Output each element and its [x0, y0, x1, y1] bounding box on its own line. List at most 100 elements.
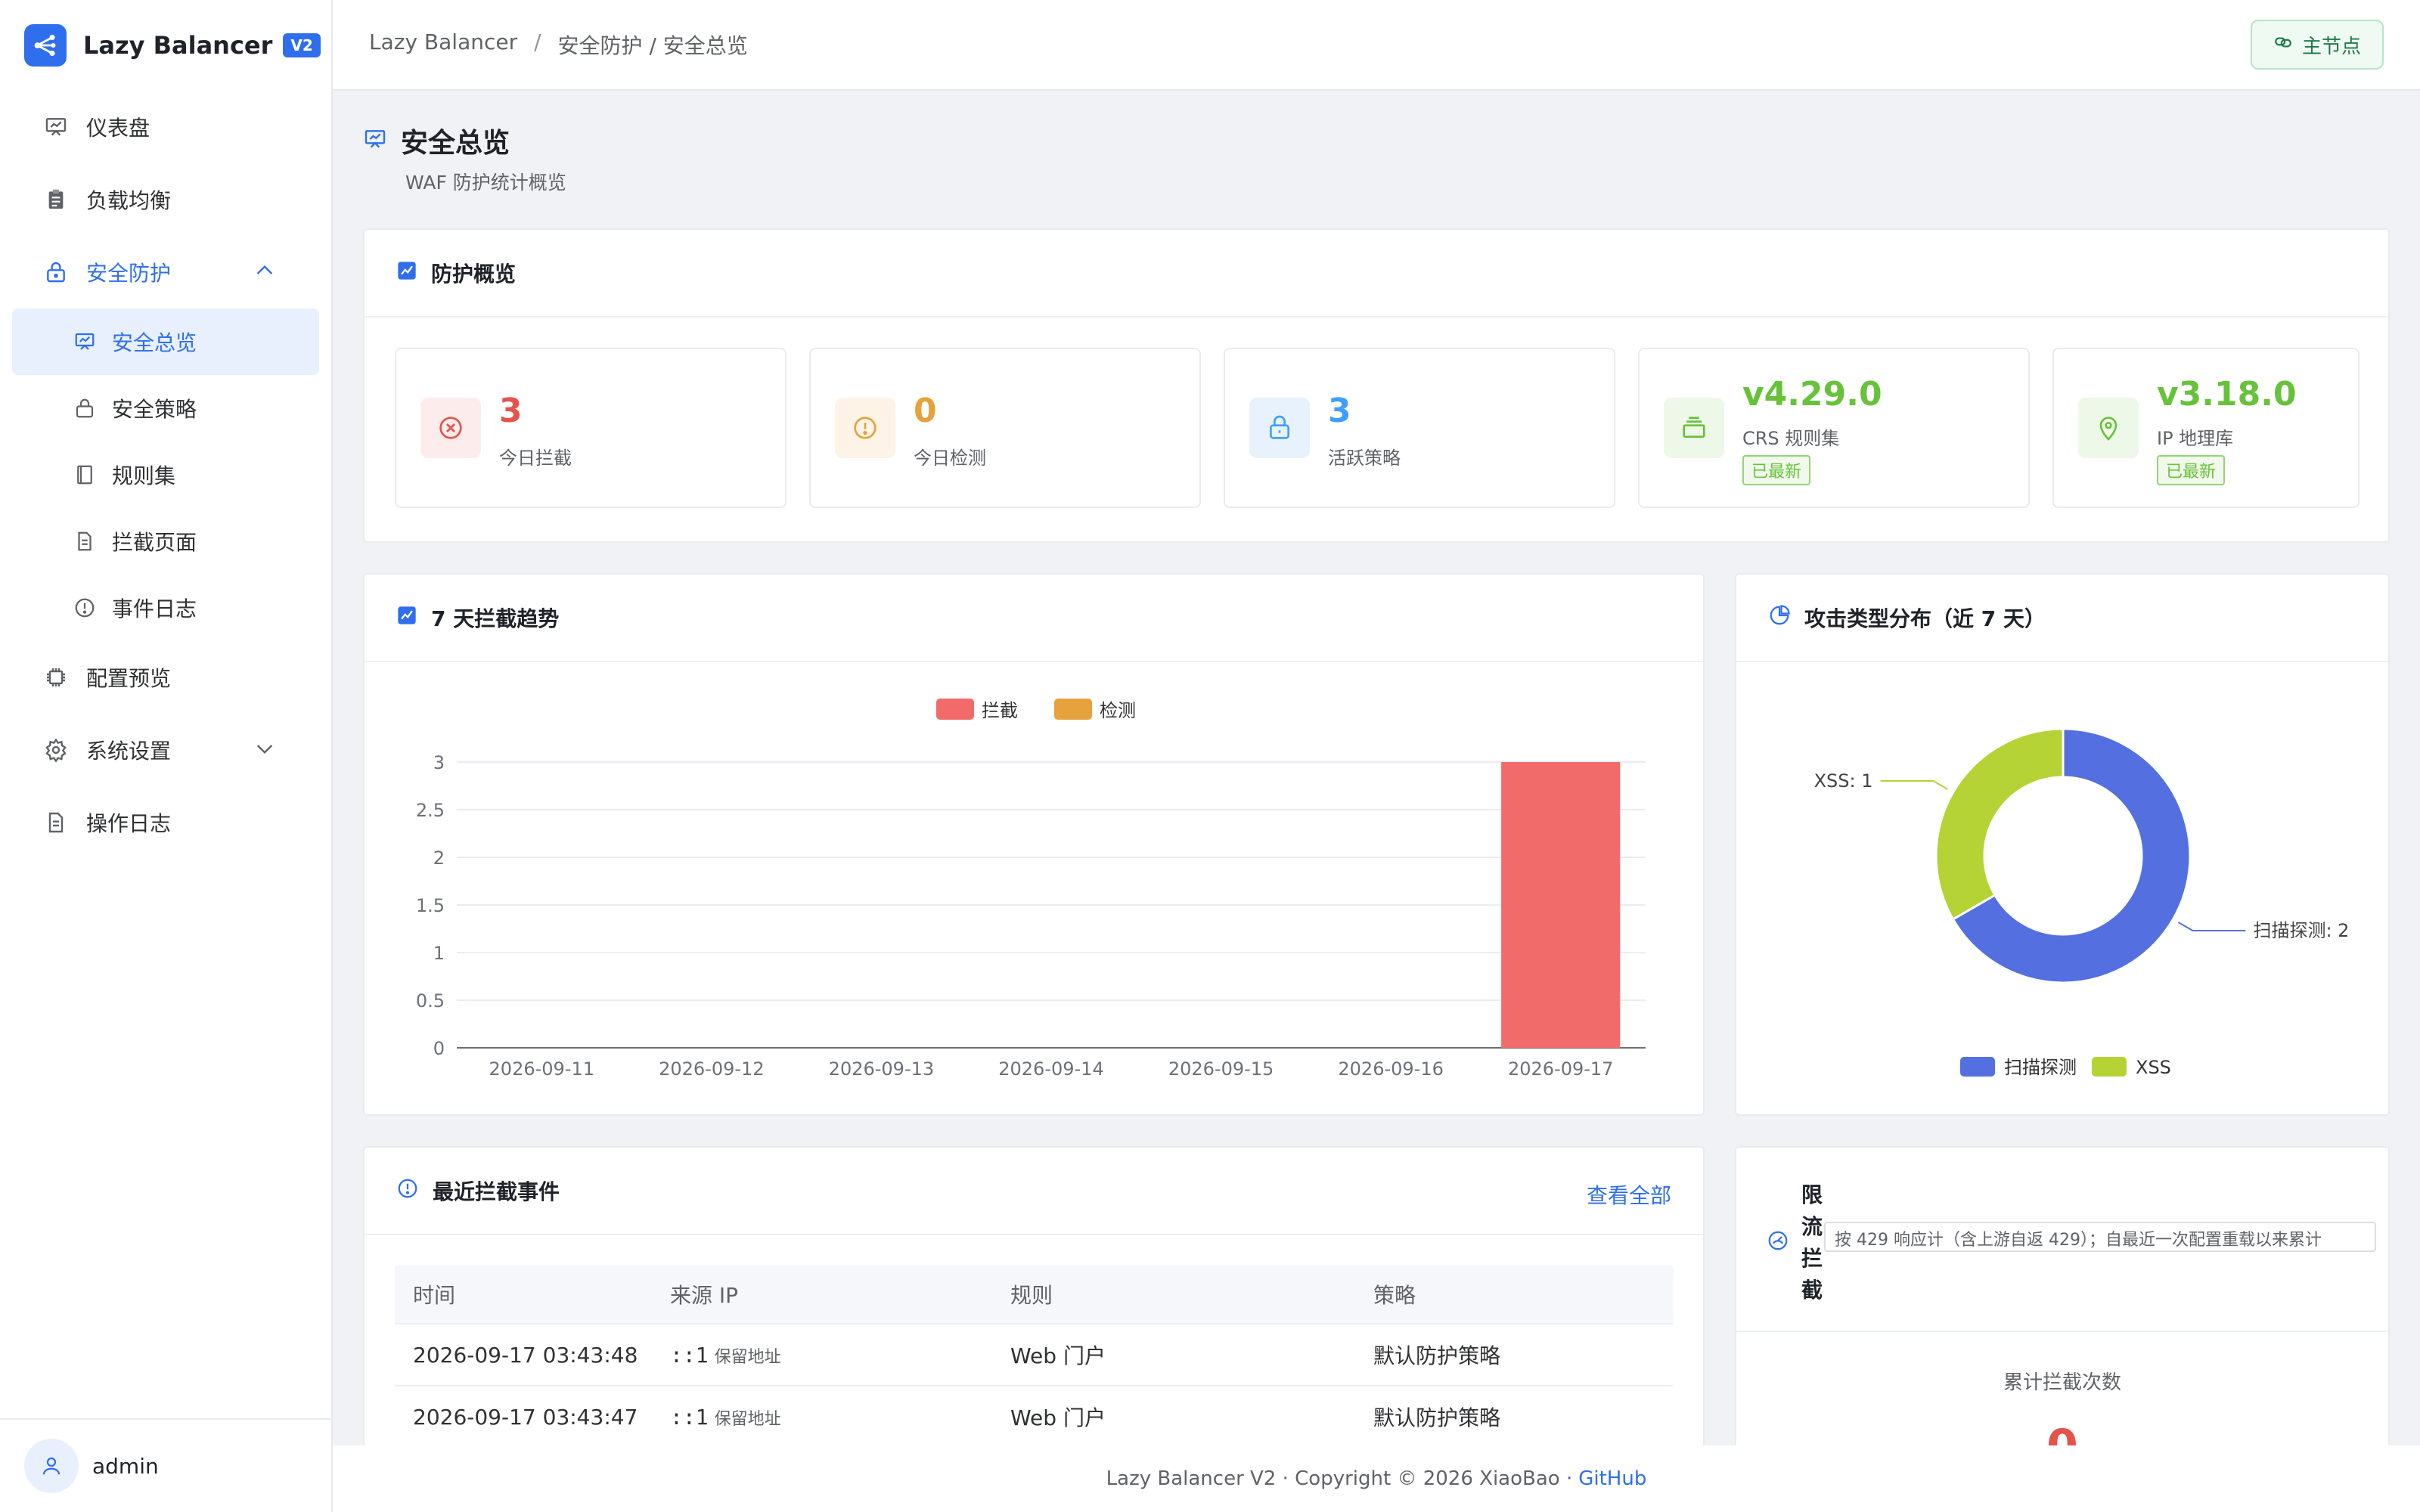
stat-label: 今日拦截	[499, 448, 572, 469]
breadcrumb-current: 安全防护 / 安全总览	[557, 33, 748, 58]
y-tick-label: 1	[433, 943, 445, 964]
x-tick-label: 2026-09-13	[829, 1058, 934, 1080]
column-header[interactable]: 时间	[413, 1283, 456, 1308]
version-badge: V2	[283, 33, 321, 57]
link-icon	[2273, 33, 2293, 57]
card-header: 最近拦截事件 查看全部	[365, 1148, 1703, 1235]
legend-swatch	[1960, 1057, 1995, 1077]
sidebar-subitem-security-overview[interactable]: 安全总览	[12, 308, 319, 375]
page-title: 安全总览	[363, 121, 510, 160]
lock-icon	[73, 396, 97, 420]
sidebar-item-dashboard[interactable]: 仪表盘	[12, 91, 319, 163]
app-name: Lazy Balancer	[83, 31, 273, 60]
pie-chart-icon	[1768, 604, 1791, 632]
title-char: 限	[1801, 1182, 1823, 1207]
stat-value: 3	[1328, 392, 1351, 430]
column-header[interactable]: 策略	[1373, 1283, 1416, 1308]
stat-label: CRS 规则集	[1742, 428, 1840, 449]
sidebar-subitem-label: 事件日志	[112, 596, 197, 621]
bar-拦截	[1501, 762, 1621, 1048]
sidebar-item-label: 配置预览	[86, 666, 172, 691]
chart-line-icon	[396, 260, 417, 287]
node-button-label: 主节点	[2301, 35, 2361, 58]
event-source-ip: ::1 保留地址	[652, 1343, 992, 1368]
event-rule: Web 门户	[1010, 1405, 1106, 1430]
column-header[interactable]: 规则	[1010, 1283, 1053, 1308]
chevron-up-icon	[253, 259, 277, 288]
stat-value: 3	[499, 392, 523, 430]
slice-XSS	[1934, 727, 2065, 922]
up-to-date-badge: 已最新	[1742, 455, 1811, 485]
sidebar-item-label: 负载均衡	[86, 188, 172, 213]
lock-icon	[1249, 398, 1310, 458]
legend-label: 拦截	[982, 700, 1018, 721]
stat-card-detected-today: 0 今日检测	[809, 348, 1201, 508]
sidebar-subitem-label: 安全策略	[112, 397, 197, 422]
user-panel[interactable]: admin	[0, 1418, 331, 1512]
table-row[interactable]: 2026-09-17 03:43:47 ::1 保留地址 Web 门户 默认防护策…	[395, 1387, 1673, 1448]
sidebar-subitem-event-log[interactable]: 事件日志	[12, 575, 319, 641]
nav-menu: 仪表盘 负载均衡 安全防护 安全总览 安全策略 规则集 拦截页面	[0, 91, 331, 859]
stat-label: 今日检测	[914, 448, 986, 469]
page-title-text: 安全总览	[401, 128, 510, 159]
column-header[interactable]: 来源 IP	[670, 1283, 739, 1308]
recent-events-card: 最近拦截事件 查看全部 时间 来源 IP 规则 策略 2026-09-17 03…	[363, 1146, 1705, 1464]
legend-swatch	[2092, 1057, 2127, 1077]
table-row[interactable]: 2026-09-17 03:43:48 ::1 保留地址 Web 门户 默认防护策…	[395, 1325, 1673, 1387]
stat-value: v3.18.0	[2157, 375, 2297, 414]
sidebar-subitem-rulesets[interactable]: 规则集	[12, 442, 319, 508]
copyright-text: Lazy Balancer V2 · Copyright © 2026 Xiao…	[1106, 1467, 1573, 1490]
sidebar-item-security[interactable]: 安全防护	[12, 236, 319, 308]
event-time: 2026-09-17 03:43:47	[413, 1404, 638, 1430]
title-char: 拦	[1801, 1246, 1823, 1271]
x-tick-label: 2026-09-16	[1338, 1058, 1443, 1080]
lock-icon	[42, 259, 70, 286]
y-tick-label: 0.5	[416, 990, 445, 1012]
attack-type-donut-chart: 扫描探测: 2 XSS: 1 扫描探测 XSS	[1814, 727, 2349, 1078]
metric-label: 累计拦截次数	[2003, 1371, 2121, 1394]
sidebar-item-load-balance[interactable]: 负载均衡	[12, 163, 319, 236]
card-header: 防护概览	[365, 230, 2388, 318]
slice-扫描探测	[1951, 727, 2192, 984]
brand[interactable]: Lazy Balancer V2	[0, 0, 331, 91]
sidebar-subitem-label: 安全总览	[112, 330, 197, 355]
stat-card-ip-geo-db: v3.18.0 IP 地理库 已最新	[2052, 348, 2360, 508]
sidebar-subitem-security-policy[interactable]: 安全策略	[12, 375, 319, 442]
sidebar-item-system-settings[interactable]: 系统设置	[12, 714, 319, 786]
view-all-link[interactable]: 查看全部	[1586, 1183, 1671, 1208]
document-icon	[42, 809, 70, 836]
sidebar-item-label: 仪表盘	[86, 116, 150, 141]
layers-icon	[1664, 398, 1724, 458]
card-title: 最近拦截事件	[433, 1179, 560, 1204]
x-tick-label: 2026-09-15	[1168, 1058, 1274, 1080]
breadcrumb-home[interactable]: Lazy Balancer	[369, 29, 518, 54]
stat-card-active-policies: 3 活跃策略	[1224, 348, 1615, 508]
sidebar-item-operation-log[interactable]: 操作日志	[12, 786, 319, 859]
legend-label: 扫描探测	[2004, 1057, 2077, 1078]
stat-card-crs-ruleset: v4.29.0 CRS 规则集 已最新	[1638, 348, 2030, 508]
y-tick-label: 2	[433, 847, 445, 869]
chevron-down-icon	[253, 736, 277, 766]
slice-label-leader	[2177, 922, 2246, 931]
alert-circle-icon	[835, 398, 895, 458]
trend-bar-chart: 0 0.5 1 1.5 2 2.5 3 2026-09-11 2026-09-12 2026-09…	[416, 699, 1646, 1080]
primary-node-button[interactable]: 主节点	[2250, 20, 2384, 70]
github-link[interactable]: GitHub	[1578, 1467, 1647, 1490]
sidebar-subitem-block-page[interactable]: 拦截页面	[12, 508, 319, 575]
stat-value: 0	[914, 392, 937, 430]
username: admin	[92, 1453, 159, 1479]
legend-label: 检测	[1100, 700, 1136, 721]
sidebar: Lazy Balancer V2 仪表盘 负载均衡 安全防护 安全总览 安全策略…	[0, 0, 333, 1512]
title-char: 截	[1801, 1278, 1823, 1303]
user-avatar-icon	[24, 1439, 79, 1493]
table-header-row: 时间 来源 IP 规则 策略	[395, 1266, 1673, 1325]
gauge-icon	[1767, 1229, 1789, 1255]
legend-swatch	[1054, 699, 1092, 720]
sidebar-item-label: 安全防护	[86, 261, 172, 286]
sidebar-item-config-preview[interactable]: 配置预览	[12, 641, 319, 714]
event-time: 2026-09-17 03:43:48	[413, 1342, 638, 1368]
card-header: 攻击类型分布（近 7 天）	[1736, 575, 2388, 662]
top-header: Lazy Balancer / 安全防护 / 安全总览 主节点	[333, 0, 2420, 91]
card-title: 防护概览	[431, 262, 517, 287]
share-icon	[24, 24, 67, 67]
